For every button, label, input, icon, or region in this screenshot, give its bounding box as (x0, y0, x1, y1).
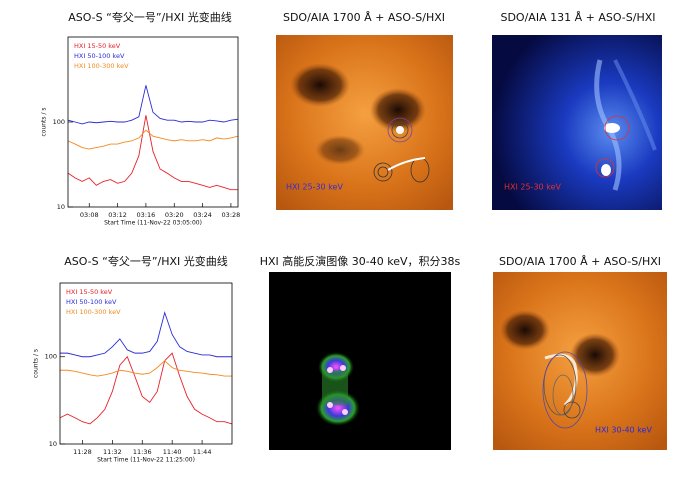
image-title: SDO/AIA 1700 Å + ASO-S/HXI (283, 11, 445, 24)
x-tick-label: 03:28 (222, 211, 241, 219)
legend-entry: HXI 50-100 keV (74, 52, 125, 60)
image-panel (492, 35, 662, 210)
legend-entry: HXI 100-300 keV (74, 62, 129, 70)
x-tick-label: 11:32 (103, 448, 122, 456)
legend-entry: HXI 100-300 keV (66, 308, 121, 316)
x-tick-label: 03:08 (80, 211, 99, 219)
image-panel (276, 35, 453, 210)
x-tick-label: 11:44 (193, 448, 212, 456)
image-title: SDO/AIA 131 Å + ASO-S/HXI (500, 11, 655, 24)
series-line (67, 129, 239, 150)
chart-title: ASO-S “夸父一号”/HXI 光变曲线 (64, 254, 228, 268)
x-tick-label: 11:36 (133, 448, 152, 456)
x-axis-label: Start Time (11-Nov-22 03:05:00) (104, 220, 202, 227)
y-tick-label: 10 (49, 440, 57, 448)
legend-entry: HXI 15-50 keV (66, 288, 113, 296)
series-line (67, 85, 239, 125)
y-tick-label: 100 (53, 118, 65, 126)
x-tick-label: 03:12 (108, 211, 127, 219)
series-line (59, 352, 233, 425)
image-panel (269, 272, 451, 450)
x-tick-label: 11:28 (73, 448, 92, 456)
y-axis-label: counts / s (41, 107, 48, 136)
image-label: HXI 25-30 keV (286, 183, 343, 192)
image-label: HXI 25-30 keV (504, 183, 561, 192)
x-tick-label: 03:20 (165, 211, 184, 219)
y-tick-label: 10 (57, 203, 65, 211)
image-label: HXI 30-40 keV (595, 426, 652, 435)
plot-frame (59, 282, 233, 445)
image-title: SDO/AIA 1700 Å + ASO-S/HXI (499, 255, 661, 268)
x-tick-label: 11:40 (163, 448, 182, 456)
series-line (60, 360, 232, 377)
chart-title: ASO-S “夸父一号”/HXI 光变曲线 (68, 10, 232, 24)
image-panel (493, 272, 667, 450)
x-axis-label: Start Time (11-Nov-22 11:25:00) (97, 457, 195, 464)
series-line (60, 311, 232, 358)
x-tick-label: 03:16 (137, 211, 156, 219)
legend-entry: HXI 15-50 keV (74, 42, 121, 50)
y-axis-label: counts / s (33, 349, 40, 378)
x-tick-label: 03:24 (193, 211, 212, 219)
y-tick-label: 100 (45, 353, 57, 361)
image-title: HXI 高能反演图像 30-40 keV，积分38s (260, 254, 461, 268)
legend-entry: HXI 50-100 keV (66, 298, 117, 306)
series-line (67, 115, 238, 191)
